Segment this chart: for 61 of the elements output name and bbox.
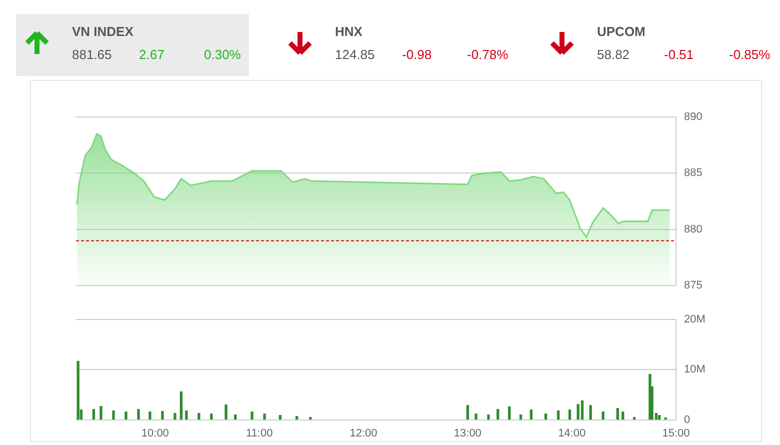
y-tick-label: 875 bbox=[684, 279, 702, 292]
text: 124.85 bbox=[335, 47, 376, 62]
y-tick-label: 0 bbox=[684, 414, 690, 426]
text: -0.85% bbox=[729, 47, 770, 62]
text: 881.65 bbox=[72, 47, 113, 62]
x-tick-label: 14:00 bbox=[558, 427, 586, 440]
y-tick-label: 10M bbox=[684, 364, 706, 376]
bar bbox=[556, 410, 560, 420]
bar bbox=[474, 413, 478, 420]
category-label: HNX bbox=[335, 24, 364, 39]
bar bbox=[76, 360, 80, 420]
bar bbox=[296, 416, 298, 420]
bar bbox=[148, 411, 152, 420]
bar bbox=[198, 412, 200, 420]
text: -0.98 bbox=[402, 47, 433, 62]
bar bbox=[576, 404, 580, 420]
y-tick-label: 885 bbox=[684, 167, 702, 180]
y-tick-label: 20M bbox=[684, 314, 706, 326]
bar bbox=[519, 414, 522, 420]
bar bbox=[496, 408, 500, 420]
bar bbox=[210, 413, 213, 420]
bar bbox=[180, 391, 183, 420]
text: 2.67 bbox=[139, 47, 166, 62]
bar bbox=[589, 404, 592, 420]
category-label: UPCOM bbox=[597, 24, 646, 39]
text: -0.78% bbox=[467, 47, 508, 62]
bar bbox=[185, 410, 188, 420]
bar bbox=[466, 404, 469, 420]
bar bbox=[544, 413, 548, 420]
bar bbox=[92, 408, 96, 420]
bar bbox=[100, 406, 102, 420]
bar bbox=[234, 414, 237, 420]
bar bbox=[137, 408, 140, 420]
x-tick-label: 15:00 bbox=[662, 427, 690, 440]
y-tick-label: 890 bbox=[684, 111, 702, 124]
bar bbox=[616, 408, 619, 420]
category-label: VN INDEX bbox=[72, 24, 134, 39]
x-tick-label: 12:00 bbox=[350, 427, 378, 440]
bar bbox=[174, 412, 176, 420]
bar bbox=[250, 411, 254, 420]
bar bbox=[112, 410, 115, 420]
bar bbox=[568, 409, 572, 420]
bar bbox=[124, 411, 128, 420]
y-tick-label: 880 bbox=[684, 223, 702, 236]
x-tick-label: 10:00 bbox=[141, 427, 169, 440]
text: 0.30% bbox=[204, 47, 241, 62]
x-tick-label: 11:00 bbox=[246, 427, 273, 440]
text: -0.51 bbox=[664, 47, 695, 62]
bar bbox=[530, 409, 533, 420]
bar bbox=[508, 406, 511, 420]
bar bbox=[278, 414, 282, 420]
bar bbox=[487, 414, 490, 420]
bar bbox=[263, 413, 266, 420]
text: 58.82 bbox=[597, 47, 631, 62]
bar bbox=[658, 414, 661, 420]
bar bbox=[161, 410, 164, 420]
bar bbox=[580, 400, 584, 420]
bar bbox=[622, 411, 624, 420]
x-tick-label: 13:00 bbox=[454, 427, 482, 440]
bar bbox=[224, 404, 228, 420]
bar bbox=[602, 411, 604, 420]
